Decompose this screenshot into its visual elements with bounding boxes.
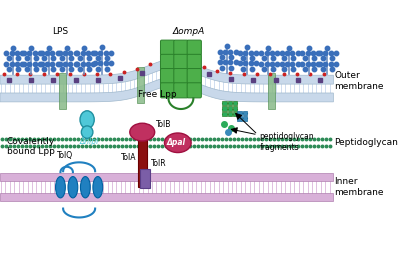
FancyBboxPatch shape	[174, 54, 188, 69]
Ellipse shape	[80, 111, 94, 128]
FancyBboxPatch shape	[174, 69, 188, 84]
Bar	[243, 116, 247, 120]
Bar	[137, 67, 144, 102]
Text: LPS: LPS	[52, 27, 68, 36]
Text: Covalently
bound Lpp: Covalently bound Lpp	[7, 137, 55, 156]
Text: ΔompA: ΔompA	[172, 27, 204, 36]
Bar	[138, 139, 147, 187]
Bar	[237, 116, 242, 120]
Text: TolR: TolR	[151, 159, 167, 168]
Ellipse shape	[130, 123, 155, 141]
Bar	[233, 112, 237, 116]
Polygon shape	[0, 77, 333, 102]
Bar	[243, 111, 247, 115]
Text: TolQ: TolQ	[57, 151, 73, 160]
FancyBboxPatch shape	[160, 40, 175, 55]
Ellipse shape	[81, 126, 93, 138]
Polygon shape	[0, 193, 333, 201]
Ellipse shape	[80, 177, 90, 198]
FancyBboxPatch shape	[174, 40, 188, 55]
Ellipse shape	[164, 133, 191, 153]
FancyBboxPatch shape	[160, 83, 175, 98]
Bar	[222, 106, 227, 111]
FancyBboxPatch shape	[187, 54, 201, 69]
Text: TolA: TolA	[122, 152, 137, 161]
Polygon shape	[0, 59, 333, 84]
Bar	[233, 106, 237, 111]
Bar	[140, 169, 150, 188]
Bar	[233, 101, 237, 105]
Text: Inner
membrane: Inner membrane	[334, 177, 384, 197]
Bar	[228, 112, 232, 116]
Bar	[228, 106, 232, 111]
Text: Peptidoglycan: Peptidoglycan	[334, 138, 398, 147]
Text: Δnlpl: Δnlpl	[79, 138, 98, 147]
Bar	[59, 73, 66, 109]
Ellipse shape	[93, 177, 103, 198]
Bar	[222, 112, 227, 116]
Ellipse shape	[68, 177, 78, 198]
Bar	[237, 111, 242, 115]
Ellipse shape	[56, 177, 65, 198]
FancyBboxPatch shape	[160, 69, 175, 84]
Text: peptidoglycan
fragments: peptidoglycan fragments	[260, 132, 314, 152]
Text: TolB: TolB	[156, 120, 172, 130]
Text: Free Lpp: Free Lpp	[138, 90, 177, 99]
FancyBboxPatch shape	[187, 83, 201, 98]
Bar	[268, 73, 275, 109]
Polygon shape	[0, 173, 333, 181]
FancyBboxPatch shape	[160, 54, 175, 69]
Text: Outer
membrane: Outer membrane	[334, 71, 384, 92]
Bar	[222, 101, 227, 105]
Bar	[228, 101, 232, 105]
FancyBboxPatch shape	[187, 69, 201, 84]
FancyBboxPatch shape	[187, 40, 201, 55]
Text: Δpal: Δpal	[166, 138, 186, 147]
FancyBboxPatch shape	[174, 83, 188, 98]
